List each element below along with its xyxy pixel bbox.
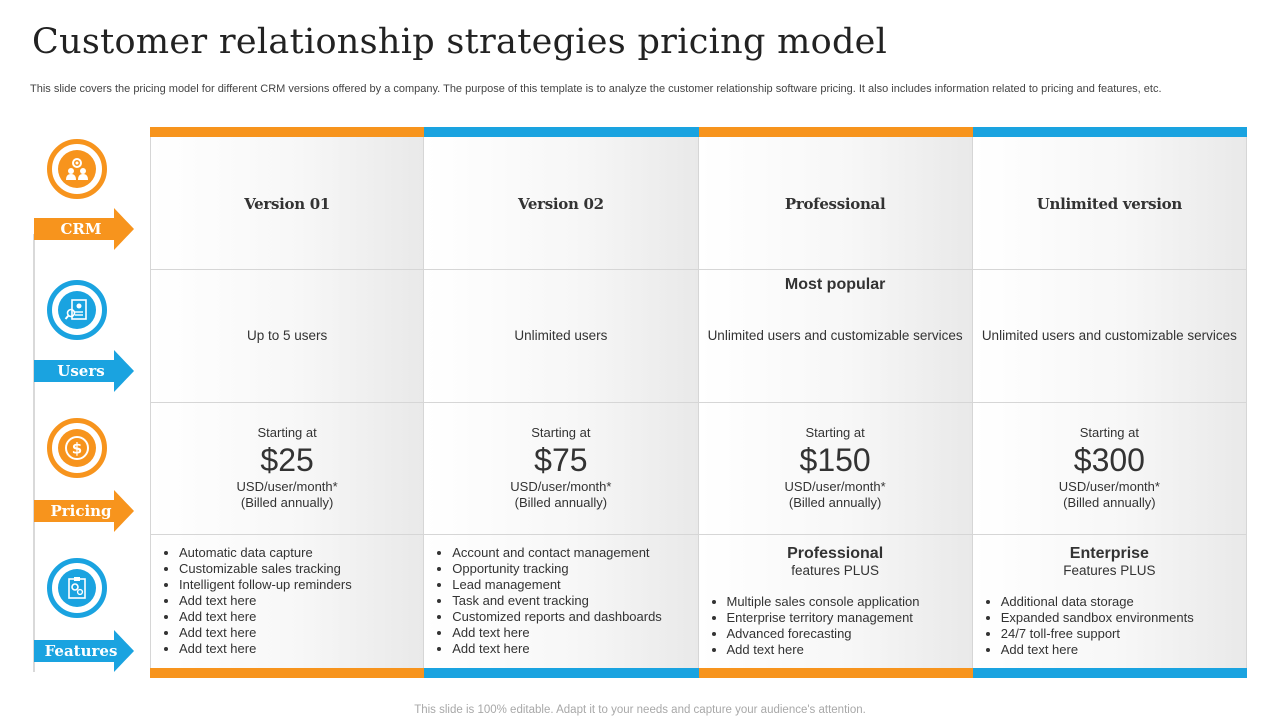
crm-arrow-label: CRM — [34, 206, 134, 252]
price-amount: $150 — [799, 442, 871, 478]
list-item: Add text here — [179, 625, 352, 641]
features-cell: Automatic data capture Customizable sale… — [150, 535, 425, 668]
pricing-table: Version 01 Version 02 Professional Unlim… — [150, 127, 1247, 679]
team-gear-icon — [58, 150, 96, 188]
features-list: Account and contact management Opportuni… — [432, 545, 662, 657]
list-item: 24/7 toll-free support — [1001, 626, 1194, 642]
list-item: Account and contact management — [452, 545, 662, 561]
plan-tier-name: Enterprise — [1069, 545, 1149, 562]
list-item: Lead management — [452, 577, 662, 593]
list-item: Customized reports and dashboards — [452, 609, 662, 625]
features-list: Additional data storage Expanded sandbox… — [981, 594, 1194, 658]
pricing-badge: $ — [47, 418, 107, 478]
features-arrow-label: Features — [34, 628, 134, 674]
price-amount: $25 — [260, 442, 314, 478]
table-grid: Version 01 Version 02 Professional Unlim… — [150, 137, 1247, 668]
page-title: Customer relationship strategies pricing… — [32, 22, 888, 62]
users-arrow-label: Users — [34, 348, 134, 394]
version-name-cell: Version 02 — [424, 137, 699, 270]
list-item: Add text here — [179, 641, 352, 657]
list-item: Advanced forecasting — [727, 626, 920, 642]
price-cell: Starting at $25 USD/user/month* (Billed … — [150, 403, 425, 535]
list-item: Add text here — [452, 641, 662, 657]
user-profile-clipboard-icon — [58, 291, 96, 329]
list-item: Add text here — [1001, 642, 1194, 658]
most-popular-label: Most popular — [784, 276, 886, 293]
list-item: Add text here — [179, 609, 352, 625]
version-name-cell: Unlimited version — [972, 137, 1247, 270]
dollar-coin-icon: $ — [58, 429, 96, 467]
list-item: Customizable sales tracking — [179, 561, 352, 577]
version-name-cell: Professional — [698, 137, 973, 270]
features-clipboard-icon — [58, 569, 96, 607]
price-amount: $75 — [534, 442, 588, 478]
features-list: Automatic data capture Customizable sale… — [159, 545, 352, 657]
version-name-cell: Version 01 — [150, 137, 425, 270]
features-list: Multiple sales console application Enter… — [707, 594, 920, 658]
list-item: Enterprise territory management — [727, 610, 920, 626]
features-cell: Enterprise Features PLUS Additional data… — [972, 535, 1247, 668]
sidebar-line — [33, 234, 35, 672]
list-item: Opportunity tracking — [452, 561, 662, 577]
features-cell: Account and contact management Opportuni… — [424, 535, 699, 668]
list-item: Add text here — [727, 642, 920, 658]
list-item: Multiple sales console application — [727, 594, 920, 610]
features-cell: Professional features PLUS Multiple sale… — [698, 535, 973, 668]
table-bottom-bar — [150, 668, 1247, 678]
crm-badge — [47, 139, 107, 199]
price-cell: Starting at $300 USD/user/month* (Billed… — [972, 403, 1247, 535]
features-badge — [47, 558, 107, 618]
users-badge — [47, 280, 107, 340]
list-item: Task and event tracking — [452, 593, 662, 609]
price-cell: Starting at $150 USD/user/month* (Billed… — [698, 403, 973, 535]
page-subtitle: This slide covers the pricing model for … — [30, 83, 1162, 95]
users-cell: Unlimited users and customizable service… — [972, 270, 1247, 403]
svg-text:$: $ — [72, 440, 82, 458]
list-item: Automatic data capture — [179, 545, 352, 561]
price-cell: Starting at $75 USD/user/month* (Billed … — [424, 403, 699, 535]
users-cell: Unlimited users — [424, 270, 699, 403]
pricing-arrow-label: Pricing — [34, 488, 134, 534]
table-top-bar — [150, 127, 1247, 137]
footer-note: This slide is 100% editable. Adapt it to… — [414, 704, 866, 716]
list-item: Additional data storage — [1001, 594, 1194, 610]
users-cell: Up to 5 users — [150, 270, 425, 403]
plan-tier-name: Professional — [787, 545, 884, 562]
list-item: Intelligent follow-up reminders — [179, 577, 352, 593]
list-item: Expanded sandbox environments — [1001, 610, 1194, 626]
price-amount: $300 — [1073, 442, 1145, 478]
users-cell: Most popular Unlimited users and customi… — [698, 270, 973, 403]
list-item: Add text here — [452, 625, 662, 641]
list-item: Add text here — [179, 593, 352, 609]
